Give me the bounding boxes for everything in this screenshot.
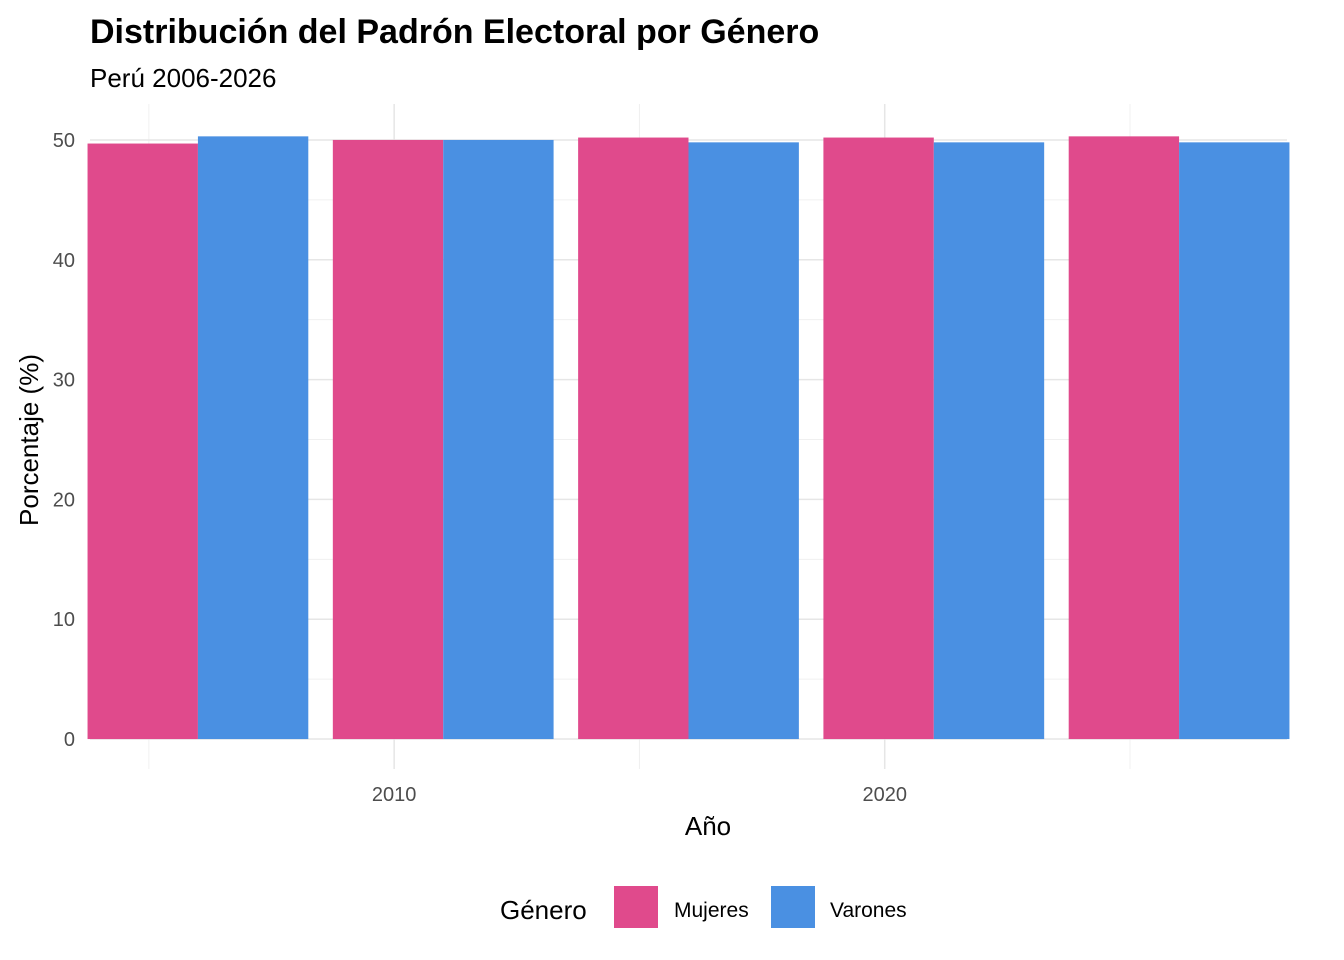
bar-varones-2026 bbox=[1179, 142, 1290, 740]
legend-label-mujeres: Mujeres bbox=[674, 899, 749, 922]
legend-swatch-mujeres bbox=[614, 886, 658, 928]
y-axis-title: Porcentaje (%) bbox=[14, 354, 44, 526]
legend-label-varones: Varones bbox=[830, 899, 907, 922]
bar-varones-2011 bbox=[443, 139, 554, 740]
bar-mujeres-2016 bbox=[578, 137, 689, 740]
bar-mujeres-2026 bbox=[1068, 136, 1180, 740]
y-tick-label: 0 bbox=[64, 729, 75, 751]
bar-varones-2006 bbox=[197, 136, 309, 740]
bar-varones-2021 bbox=[933, 142, 1045, 740]
bar-mujeres-2006 bbox=[87, 143, 198, 740]
legend-title: Género bbox=[500, 895, 587, 925]
y-tick-label: 50 bbox=[53, 130, 75, 152]
x-tick-label: 2010 bbox=[372, 784, 417, 806]
bars bbox=[87, 136, 1290, 740]
legend: Género Mujeres Varones bbox=[500, 886, 907, 928]
y-tick-label: 10 bbox=[53, 609, 75, 631]
legend-swatch-varones bbox=[771, 886, 815, 928]
y-axis-ticks: 0 10 20 30 40 50 bbox=[53, 130, 75, 751]
x-tick-label: 2020 bbox=[862, 784, 907, 806]
x-axis-ticks: 2010 2020 bbox=[372, 784, 907, 806]
y-tick-label: 30 bbox=[53, 370, 75, 392]
y-tick-label: 20 bbox=[53, 489, 75, 511]
bar-varones-2016 bbox=[688, 142, 799, 740]
bar-mujeres-2011 bbox=[332, 139, 444, 740]
y-tick-label: 40 bbox=[53, 250, 75, 272]
bar-mujeres-2021 bbox=[823, 137, 934, 740]
chart-subtitle: Perú 2006-2026 bbox=[90, 63, 276, 93]
x-axis-title: Año bbox=[685, 811, 731, 841]
chart-title: Distribución del Padrón Electoral por Gé… bbox=[90, 13, 819, 51]
